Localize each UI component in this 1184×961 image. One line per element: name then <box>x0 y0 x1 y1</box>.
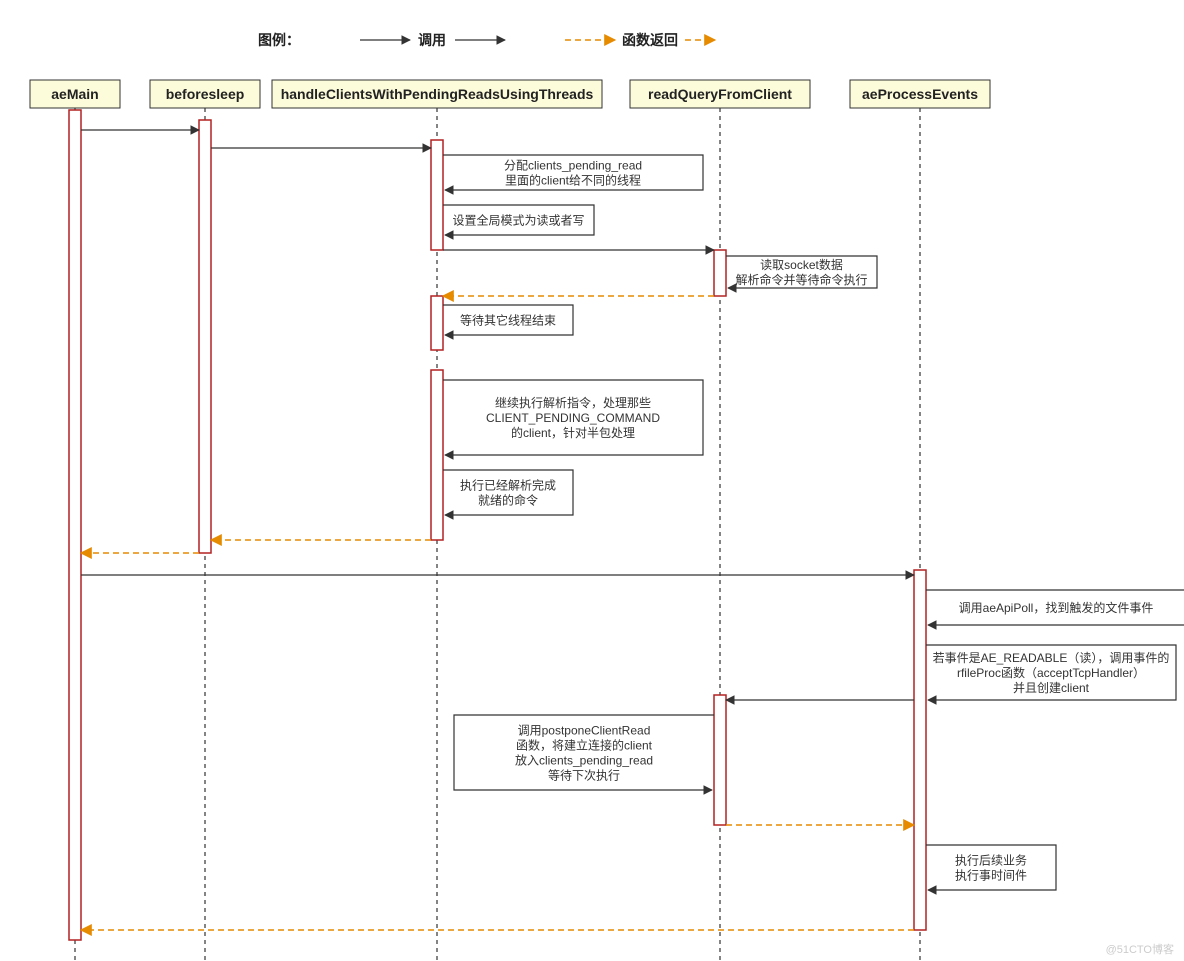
activation-beforesleep-1 <box>199 120 211 553</box>
lifeline-label-beforesleep: beforesleep <box>166 86 245 102</box>
self-message-text-8-1: CLIENT_PENDING_COMMAND <box>486 411 660 425</box>
lifeline-label-aeMain: aeMain <box>51 86 98 102</box>
self-message-text-5-1: 解析命令并等待命令执行 <box>735 272 867 287</box>
self-message-text-7-0: 等待其它线程结束 <box>460 313 556 328</box>
self-message-text-9-0: 执行已经解析完成 <box>460 478 556 493</box>
sequence-diagram: aeMain beforesleep handleClientsWithPendin… <box>0 0 1184 961</box>
activation-handle-2 <box>431 140 443 250</box>
self-message-text-9-1: 就绪的命令 <box>478 493 538 508</box>
activation-readQuery-7 <box>714 695 726 825</box>
lifeline-label-readQuery: readQueryFromClient <box>648 86 792 102</box>
activation-readQuery-3 <box>714 250 726 296</box>
activation-aeProcess-6 <box>914 570 926 930</box>
self-message-text-5-0: 读取socket数据 <box>760 257 843 272</box>
self-message-text-18-0: 执行后续业务 <box>955 853 1027 868</box>
self-message-text-14-0: 若事件是AE_READABLE（读），调用事件的 <box>933 650 1170 665</box>
self-message-text-16-0: 调用postponeClientRead <box>518 724 651 738</box>
self-message-text-8-0: 继续执行解析指令，处理那些 <box>495 395 651 410</box>
activation-handle-5 <box>431 370 443 540</box>
legend-return-label: 函数返回 <box>622 32 678 48</box>
legend-title: 图例： <box>258 32 300 48</box>
self-message-text-2-1: 里面的client给不同的线程 <box>505 173 641 188</box>
self-message-text-13-0: 调用aeApiPoll，找到触发的文件事件 <box>959 600 1154 615</box>
legend-call-label: 调用 <box>418 32 446 48</box>
self-message-text-14-2: 并且创建client <box>1013 681 1090 695</box>
self-message-9 <box>443 470 573 515</box>
self-message-text-16-2: 放入clients_pending_read <box>515 753 653 768</box>
self-message-18 <box>926 845 1056 890</box>
self-message-text-3-0: 设置全局模式为读或者写 <box>452 213 584 228</box>
self-message-text-18-1: 执行事时间件 <box>955 869 1027 883</box>
self-message-text-14-1: rfileProc函数（acceptTcpHandler） <box>957 665 1145 680</box>
self-message-text-16-3: 等待下次执行 <box>548 769 620 783</box>
self-message-text-16-1: 函数，将建立连接的client <box>516 738 653 753</box>
lifeline-label-handle: handleClientsWithPendingReadsUsingThread… <box>281 86 594 102</box>
activation-aeMain-0 <box>69 110 81 940</box>
self-message-text-8-2: 的client，针对半包处理 <box>511 425 635 440</box>
self-message-text-2-0: 分配clients_pending_read <box>504 159 642 173</box>
watermark: @51CTO博客 <box>1106 942 1174 956</box>
activation-handle-4 <box>431 296 443 350</box>
lifeline-label-aeProcess: aeProcessEvents <box>862 86 978 102</box>
